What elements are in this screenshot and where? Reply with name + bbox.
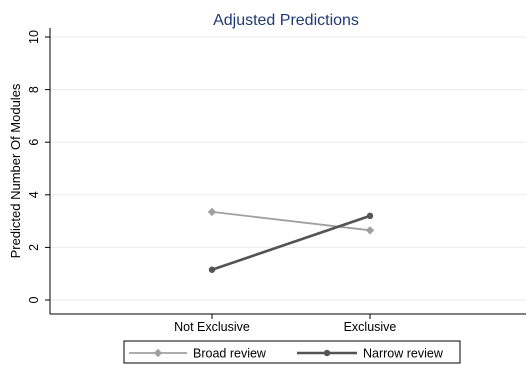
series-layer bbox=[207, 207, 375, 273]
series-broad-review bbox=[207, 207, 375, 235]
x-tick-label: Exclusive bbox=[344, 320, 397, 334]
data-point-broad-review bbox=[365, 226, 375, 235]
legend-marker-broad-review bbox=[153, 348, 163, 358]
legend-box bbox=[123, 340, 461, 364]
y-tick-label: 2 bbox=[27, 244, 41, 251]
data-point-narrow-review bbox=[366, 212, 374, 220]
y-axis-label: Predicted Number Of Modules bbox=[8, 83, 23, 258]
y-tick-label: 10 bbox=[27, 30, 41, 44]
series-line-narrow-review bbox=[211, 214, 371, 271]
x-axis-ticks: Not Exclusive Exclusive bbox=[174, 314, 396, 334]
data-point-narrow-review bbox=[208, 266, 216, 273]
y-tick-label: 0 bbox=[27, 296, 41, 303]
legend-marker-narrow-review bbox=[323, 349, 331, 357]
legend-label-broad-review: Broad review bbox=[193, 347, 267, 361]
legend: Broad review Narrow review bbox=[123, 340, 461, 364]
gridlines bbox=[50, 36, 526, 301]
y-tick-label: 4 bbox=[27, 191, 41, 198]
series-line-broad-review bbox=[211, 211, 371, 232]
y-axis-ticks: 0 2 4 6 8 10 bbox=[27, 30, 50, 303]
y-tick-label: 6 bbox=[27, 139, 41, 146]
series-narrow-review bbox=[208, 212, 374, 273]
chart-title: Adjusted Predictions bbox=[213, 12, 359, 29]
data-point-broad-review bbox=[207, 207, 217, 217]
y-tick-label: 8 bbox=[27, 86, 41, 93]
x-tick-label: Not Exclusive bbox=[174, 320, 250, 334]
legend-label-narrow-review: Narrow review bbox=[363, 347, 444, 361]
